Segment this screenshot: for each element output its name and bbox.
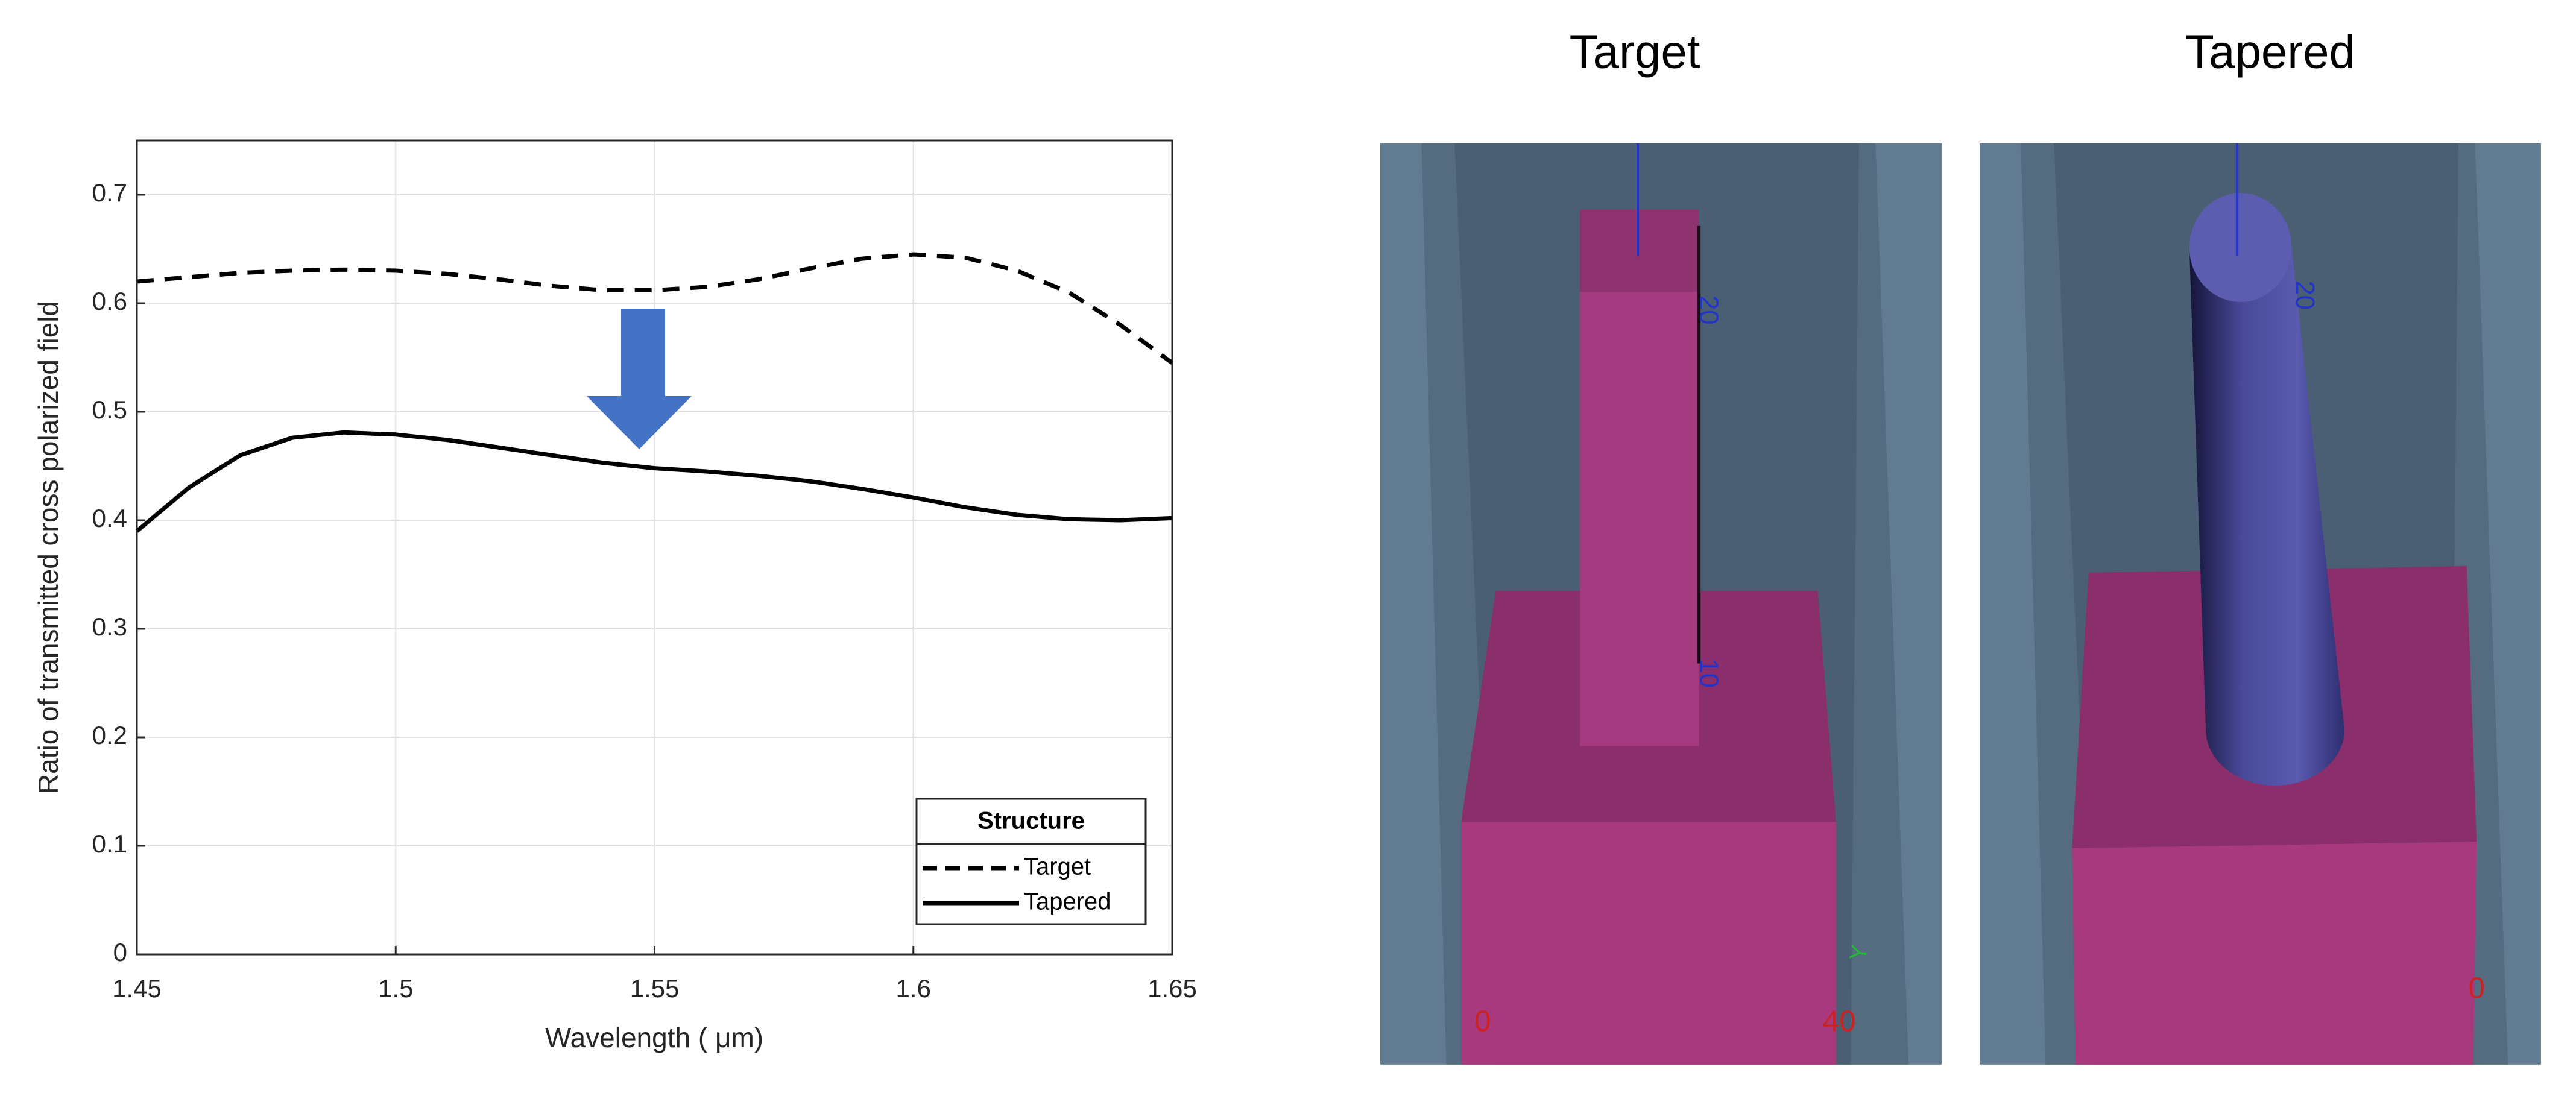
lines <box>135 252 1174 533</box>
legend-label: Target <box>1024 854 1091 880</box>
y-tick-label: 0.6 <box>92 287 127 315</box>
render-label: 10 <box>1694 658 1724 688</box>
y-tick-label: 0 <box>113 938 127 966</box>
series-line <box>136 252 1174 365</box>
legend-items: Target Tapered <box>923 854 1111 915</box>
cylinder-body <box>2189 247 2345 786</box>
legend-title: Structure <box>977 808 1085 834</box>
x-tick-label: 1.65 <box>1148 974 1197 1003</box>
tapered-render: 20 0 <box>1980 143 2541 1065</box>
render-label: 0 <box>2468 972 2484 1005</box>
base-front <box>1461 822 1836 1065</box>
y-tick-label: 0.4 <box>92 504 127 532</box>
y-tick-label: 0.2 <box>92 721 127 749</box>
x-tick-label: 1.55 <box>630 974 680 1003</box>
legend-label: Tapered <box>1024 889 1111 915</box>
y-tick-label: 0.5 <box>92 395 127 424</box>
panel-title: Tapered <box>2185 25 2355 78</box>
render-label: 20 <box>2290 280 2320 310</box>
pillar-front <box>1580 292 1699 746</box>
arrow <box>587 309 692 449</box>
y-tick-label: 0.1 <box>92 830 127 858</box>
x-tick-label: 1.6 <box>896 974 931 1003</box>
pillar-top <box>1580 209 1699 292</box>
series-line <box>135 430 1173 533</box>
x-tick-label: 1.45 <box>112 974 162 1003</box>
legend: Structure Target Tapered <box>915 798 1147 925</box>
render-label: 20 <box>1694 295 1724 325</box>
render-label: 40 <box>1823 1004 1856 1038</box>
panel-title: Target <box>1570 25 1700 78</box>
base-front <box>2072 842 2477 1065</box>
y-tick-label: 0.3 <box>92 613 127 641</box>
render-label: 0 <box>1474 1004 1491 1038</box>
x-axis-label: Wavelength ( μm) <box>545 1022 763 1053</box>
target-render: 20 10 0 40 Y <box>1380 143 1942 1065</box>
cylinder-top <box>2189 193 2292 302</box>
x-tick-label: 1.5 <box>378 974 413 1003</box>
y-axis-label: Ratio of transmitted cross polarized fie… <box>33 301 64 794</box>
y-tick-label: 0.7 <box>92 178 127 207</box>
